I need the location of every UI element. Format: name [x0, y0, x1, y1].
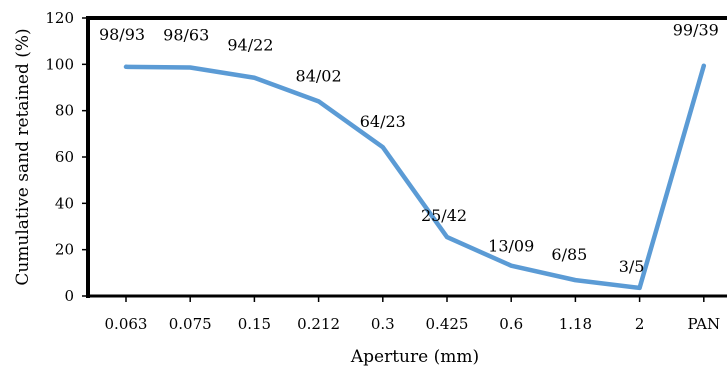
y-axis-ticks: 0 20 40 60 80 100 120: [45, 9, 88, 305]
y-tick-label: 40: [55, 194, 74, 212]
data-label: 64/23: [360, 112, 406, 131]
y-tick-label: 0: [64, 287, 74, 305]
x-tick-label: PAN: [687, 315, 720, 333]
data-label: 3/5: [619, 257, 645, 276]
x-tick-label: 0.6: [499, 315, 523, 333]
data-label: 98/63: [163, 26, 209, 45]
x-tick-label: 0.212: [297, 315, 340, 333]
x-tick-label: 2: [635, 315, 645, 333]
data-label: 84/02: [296, 66, 342, 85]
x-axis-title: Aperture (mm): [350, 347, 479, 367]
series-layer: [123, 63, 707, 291]
x-tick-label: 0.15: [238, 315, 271, 333]
series-line: [123, 63, 707, 291]
x-tick-label: 0.3: [371, 315, 395, 333]
x-axis-ticks: 0.063 0.075 0.15 0.212 0.3 0.425 0.6 1.18 2 PAN: [105, 296, 720, 333]
data-label: 25/42: [421, 206, 467, 225]
data-label: 94/22: [227, 36, 273, 55]
y-tick-label: 60: [55, 148, 74, 166]
y-tick-label: 20: [55, 241, 74, 259]
data-label: 98/93: [99, 25, 145, 44]
data-label: 99/39: [673, 21, 719, 40]
data-label: 6/85: [551, 245, 587, 264]
y-tick-label: 100: [45, 55, 74, 73]
data-labels: 98/93 98/63 94/22 84/02 64/23 25/42 13/09 6/85 3…: [99, 21, 719, 276]
y-tick-label: 120: [45, 9, 74, 27]
data-label: 13/09: [488, 237, 534, 256]
plot-area: [86, 16, 727, 298]
x-tick-label: 0.075: [169, 315, 212, 333]
x-tick-label: 0.063: [105, 315, 148, 333]
x-tick-label: 0.425: [426, 315, 469, 333]
x-tick-label: 1.18: [559, 315, 592, 333]
y-tick-label: 80: [55, 102, 74, 120]
y-axis-title: Cumulative sand retained (%): [13, 28, 33, 285]
